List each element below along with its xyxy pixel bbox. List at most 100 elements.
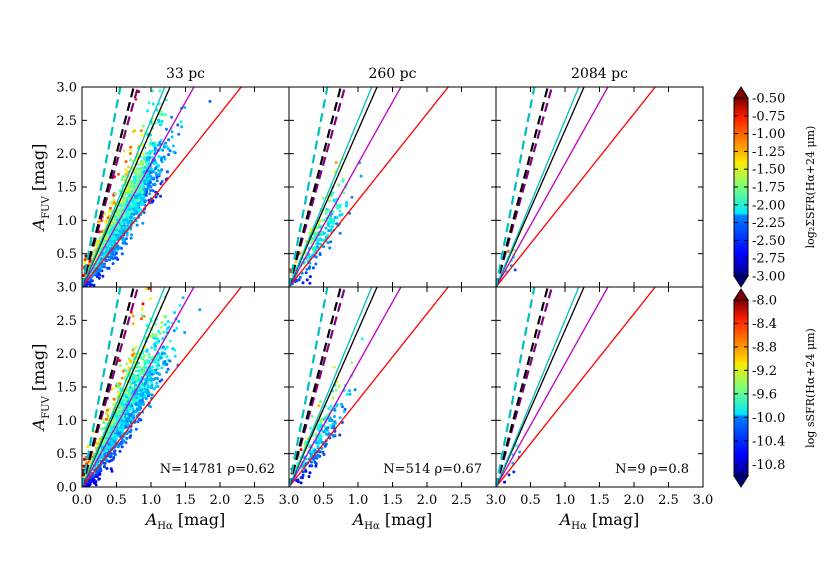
point bbox=[160, 352, 164, 356]
panel-frame bbox=[495, 86, 704, 288]
reference-line-slope-1_3 bbox=[82, 87, 242, 287]
point bbox=[129, 236, 133, 240]
point bbox=[167, 138, 171, 142]
point bbox=[153, 70, 156, 73]
point bbox=[147, 356, 151, 359]
point bbox=[124, 441, 128, 445]
point bbox=[135, 194, 139, 198]
reference-line-slope-2_35 bbox=[289, 87, 378, 287]
point bbox=[134, 410, 138, 414]
point bbox=[320, 420, 324, 424]
point bbox=[96, 240, 100, 244]
point bbox=[322, 417, 326, 421]
point bbox=[158, 331, 162, 335]
reference-line-slope-1_85 bbox=[496, 287, 609, 487]
point bbox=[101, 251, 105, 255]
x-axis-label-2-unit: [mag] bbox=[587, 510, 640, 529]
point bbox=[141, 302, 145, 306]
point bbox=[164, 127, 168, 131]
x-tick-label: 1.0 bbox=[348, 493, 369, 508]
point bbox=[335, 403, 339, 407]
reference-line-slope-2_5 bbox=[496, 287, 580, 487]
point bbox=[163, 347, 167, 351]
x-tick-label: 1.5 bbox=[589, 493, 610, 508]
point bbox=[115, 417, 119, 421]
point bbox=[128, 187, 132, 191]
point bbox=[322, 453, 326, 456]
point bbox=[100, 219, 104, 223]
point bbox=[120, 441, 124, 445]
point bbox=[324, 226, 328, 230]
point bbox=[106, 414, 110, 418]
point bbox=[129, 158, 132, 162]
y-axis-label-top-main: A bbox=[29, 219, 48, 233]
point bbox=[157, 363, 161, 367]
point bbox=[157, 155, 161, 159]
reference-line-slope-1_85 bbox=[496, 87, 609, 287]
point bbox=[337, 183, 341, 187]
point bbox=[162, 362, 165, 366]
reference-line-slope-4 bbox=[496, 87, 549, 287]
point bbox=[113, 192, 117, 196]
point bbox=[95, 242, 99, 246]
point bbox=[134, 199, 138, 202]
x-axis-label-1: AHα [mag] bbox=[351, 510, 433, 532]
point bbox=[131, 182, 134, 186]
reference-line-slope-2_5 bbox=[82, 287, 166, 487]
point bbox=[97, 477, 101, 481]
point bbox=[143, 66, 146, 69]
point bbox=[134, 376, 138, 380]
point bbox=[137, 171, 141, 175]
point bbox=[93, 481, 97, 485]
point bbox=[147, 353, 151, 357]
point bbox=[328, 199, 331, 203]
x-axis-label-0: AHα [mag] bbox=[144, 510, 226, 532]
reference-line-slope-2_35 bbox=[496, 287, 585, 487]
x-tick-label: 2.0 bbox=[624, 493, 645, 508]
point bbox=[124, 242, 128, 246]
point bbox=[96, 468, 100, 472]
point bbox=[98, 467, 102, 470]
point bbox=[126, 221, 130, 225]
y-tick-label: 2.5 bbox=[56, 314, 77, 329]
point bbox=[154, 161, 158, 165]
point bbox=[309, 460, 313, 464]
point bbox=[126, 386, 130, 390]
point bbox=[124, 393, 128, 397]
point bbox=[144, 379, 148, 383]
point bbox=[159, 158, 163, 162]
colorbar-ssfr-label: log sSFR(Hα+24 μm) bbox=[804, 328, 817, 448]
point bbox=[156, 377, 159, 380]
point bbox=[149, 174, 153, 178]
point bbox=[324, 235, 328, 239]
point bbox=[129, 417, 133, 421]
point bbox=[338, 209, 342, 213]
point bbox=[119, 208, 123, 212]
point bbox=[160, 113, 164, 116]
reference-line-slope-1_85 bbox=[82, 87, 195, 287]
point bbox=[98, 273, 102, 277]
panel-r0c0: 0.5 1.0 1.5 2.0 2.5 3.0 bbox=[56, 66, 290, 288]
point bbox=[308, 471, 312, 475]
reference-line-slope-5_4 bbox=[496, 287, 536, 487]
point bbox=[134, 173, 138, 176]
point bbox=[171, 144, 175, 148]
point bbox=[112, 201, 116, 205]
point bbox=[151, 189, 155, 193]
point bbox=[127, 366, 131, 370]
point bbox=[142, 211, 146, 215]
colorbar-sfr-tick-label: -2.75 bbox=[752, 252, 785, 267]
point bbox=[137, 403, 141, 407]
colorbar-sfr-bottom-arrow bbox=[733, 275, 749, 288]
point bbox=[105, 467, 109, 470]
point bbox=[318, 450, 322, 454]
point bbox=[172, 150, 176, 154]
point bbox=[139, 317, 143, 321]
point bbox=[90, 283, 93, 287]
point bbox=[513, 268, 517, 272]
point bbox=[83, 258, 87, 262]
point bbox=[118, 449, 122, 453]
x-tick-label: 3.0 bbox=[279, 493, 300, 508]
point bbox=[145, 349, 149, 353]
reference-line-slope-2_5 bbox=[82, 87, 166, 287]
